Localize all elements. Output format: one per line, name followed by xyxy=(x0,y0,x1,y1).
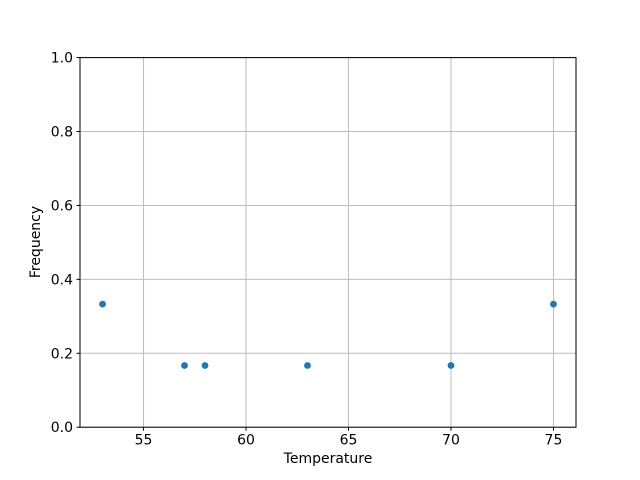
x-tick-label: 65 xyxy=(340,433,358,449)
y-tick-label: 1.0 xyxy=(51,51,73,67)
x-tick-label: 75 xyxy=(545,433,563,449)
y-tick-label: 0.8 xyxy=(51,125,73,141)
y-tick-label: 0.4 xyxy=(51,272,73,288)
data-point xyxy=(201,362,209,369)
x-tick-label: 60 xyxy=(237,433,255,449)
x-axis-label: Temperature xyxy=(283,451,373,467)
data-point xyxy=(99,300,106,308)
data-point xyxy=(181,362,188,369)
x-tick-label: 55 xyxy=(135,433,153,449)
y-tick-label: 0.2 xyxy=(51,346,73,362)
data-point xyxy=(550,300,557,308)
plot-border xyxy=(79,57,577,428)
x-tick-label: 70 xyxy=(442,433,460,449)
data-point xyxy=(447,362,455,369)
y-tick-label: 0.6 xyxy=(51,198,73,214)
y-axis-label: Frequency xyxy=(28,205,44,279)
y-tick-label: 0.0 xyxy=(51,420,73,436)
data-point xyxy=(304,362,311,369)
